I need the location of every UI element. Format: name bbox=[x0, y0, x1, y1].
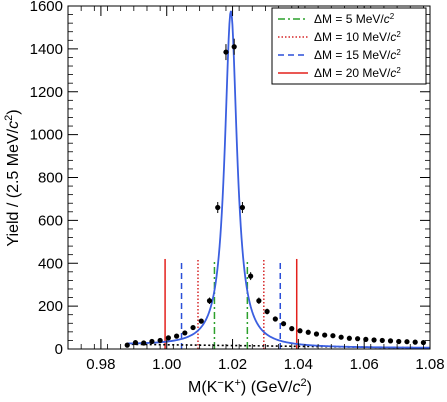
x-tick-label-5: 1.08 bbox=[415, 356, 444, 373]
data-point-10 bbox=[206, 298, 213, 304]
data-point-12 bbox=[223, 49, 229, 55]
y-tick-label-3: 600 bbox=[38, 212, 63, 229]
y-tick-label-0: 0 bbox=[55, 341, 63, 358]
data-point-9 bbox=[198, 318, 204, 324]
x-tick-label-2: 1.02 bbox=[218, 356, 247, 373]
data-point-8 bbox=[190, 324, 196, 331]
data-point-4 bbox=[157, 337, 163, 344]
legend-box bbox=[271, 7, 427, 85]
y-tick-label-8: 1600 bbox=[30, 0, 63, 15]
data-point-24 bbox=[322, 332, 328, 338]
plot-area bbox=[124, 10, 430, 349]
legend-label-0: ΔM = 5 MeV/c2 bbox=[314, 12, 395, 27]
y-tick-label-4: 800 bbox=[38, 170, 63, 187]
y-tick-label-6: 1200 bbox=[30, 84, 63, 101]
legend: ΔM = 5 MeV/c2 ΔM = 10 MeV/c2 ΔM = 15 MeV/c… bbox=[271, 7, 427, 85]
legend-label-3: ΔM = 20 MeV/c2 bbox=[314, 66, 401, 81]
data-point-31 bbox=[379, 337, 385, 344]
x-axis-title: M(K−K+) (GeV/c2) bbox=[188, 377, 312, 396]
data-point-14 bbox=[239, 204, 246, 211]
data-point-33 bbox=[396, 338, 402, 345]
data-point-36 bbox=[420, 339, 427, 346]
data-point-27 bbox=[346, 335, 352, 341]
y-tick-label-7: 1400 bbox=[30, 41, 63, 58]
data-point-34 bbox=[404, 339, 410, 345]
data-point-35 bbox=[412, 339, 418, 345]
x-tick-label-4: 1.06 bbox=[350, 356, 379, 373]
data-point-16 bbox=[256, 298, 262, 304]
data-point-11 bbox=[215, 204, 221, 211]
data-point-25 bbox=[330, 333, 336, 339]
data-point-6 bbox=[174, 333, 180, 339]
y-tick-label-1: 200 bbox=[38, 298, 63, 315]
data-point-7 bbox=[182, 330, 188, 336]
data-point-15 bbox=[248, 273, 254, 279]
x-tick-label-0: 0.98 bbox=[86, 356, 115, 373]
data-point-20 bbox=[289, 326, 295, 332]
legend-label-1: ΔM = 10 MeV/c2 bbox=[314, 30, 401, 45]
data-point-32 bbox=[387, 338, 394, 344]
y-axis-title: Yield / (2.5 MeV/c2) bbox=[3, 109, 22, 246]
data-point-13 bbox=[231, 44, 237, 50]
x-tick-label-3: 1.04 bbox=[284, 356, 313, 373]
data-point-0 bbox=[124, 342, 130, 348]
data-point-19 bbox=[280, 321, 287, 327]
data-point-1 bbox=[132, 339, 139, 346]
data-point-28 bbox=[355, 336, 361, 342]
data-point-17 bbox=[264, 308, 270, 315]
plot-content bbox=[124, 10, 430, 349]
data-point-26 bbox=[338, 334, 344, 340]
data-point-2 bbox=[141, 340, 147, 346]
data-point-21 bbox=[297, 328, 303, 334]
legend-label-2: ΔM = 15 MeV/c2 bbox=[314, 48, 401, 63]
data-point-3 bbox=[149, 338, 155, 345]
y-tick-label-2: 400 bbox=[38, 255, 63, 272]
signal-fit-curve bbox=[127, 10, 430, 349]
y-tick-label-5: 1000 bbox=[30, 127, 63, 144]
data-point-22 bbox=[305, 329, 311, 335]
data-point-23 bbox=[313, 331, 320, 337]
x-tick-label-1: 1.00 bbox=[152, 356, 181, 373]
data-point-18 bbox=[272, 316, 278, 322]
data-point-30 bbox=[371, 337, 377, 343]
